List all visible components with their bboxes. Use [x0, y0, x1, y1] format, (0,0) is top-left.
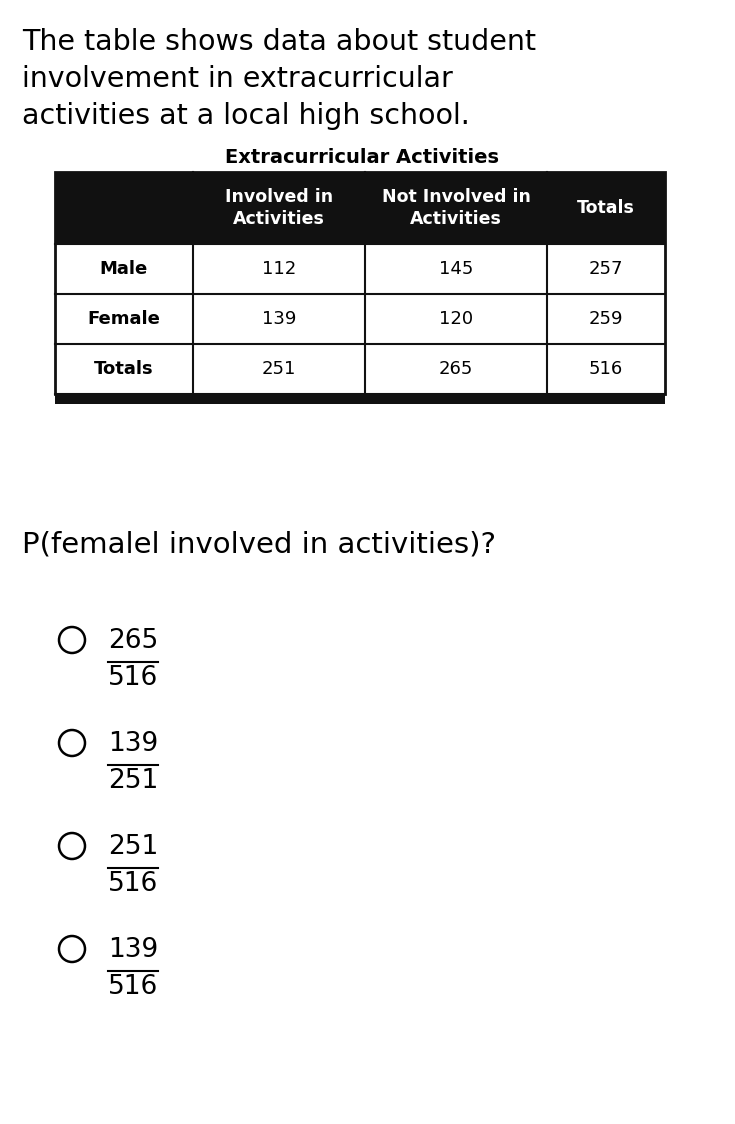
Text: P(femalel involved in activities)?: P(femalel involved in activities)?: [22, 531, 496, 558]
Bar: [55, 172, 665, 244]
Text: 516: 516: [108, 975, 158, 1000]
Text: Not Involved in
Activities: Not Involved in Activities: [381, 188, 531, 228]
Text: 139: 139: [108, 731, 158, 756]
Text: 265: 265: [108, 628, 158, 654]
Text: 139: 139: [262, 310, 296, 328]
Text: Extracurricular Activities: Extracurricular Activities: [226, 148, 500, 167]
Text: Totals: Totals: [94, 360, 154, 378]
Bar: [55, 172, 665, 395]
Text: 251: 251: [108, 768, 158, 794]
Text: The table shows data about student: The table shows data about student: [22, 28, 536, 56]
Text: 112: 112: [262, 260, 296, 278]
Text: Involved in
Activities: Involved in Activities: [225, 188, 333, 228]
Text: activities at a local high school.: activities at a local high school.: [22, 102, 470, 130]
Text: 265: 265: [439, 360, 473, 378]
Text: 257: 257: [589, 260, 623, 278]
Text: 516: 516: [589, 360, 623, 378]
Text: 251: 251: [108, 834, 158, 860]
Text: Female: Female: [87, 310, 160, 328]
Text: 120: 120: [439, 310, 473, 328]
Text: 139: 139: [108, 937, 158, 963]
Text: 251: 251: [262, 360, 296, 378]
Text: 259: 259: [589, 310, 623, 328]
Text: 516: 516: [108, 871, 158, 897]
Text: 516: 516: [108, 665, 158, 691]
Text: Male: Male: [100, 260, 148, 278]
Text: Totals: Totals: [577, 199, 635, 217]
Bar: [55, 395, 665, 404]
Text: 145: 145: [439, 260, 473, 278]
Text: involvement in extracurricular: involvement in extracurricular: [22, 65, 453, 93]
